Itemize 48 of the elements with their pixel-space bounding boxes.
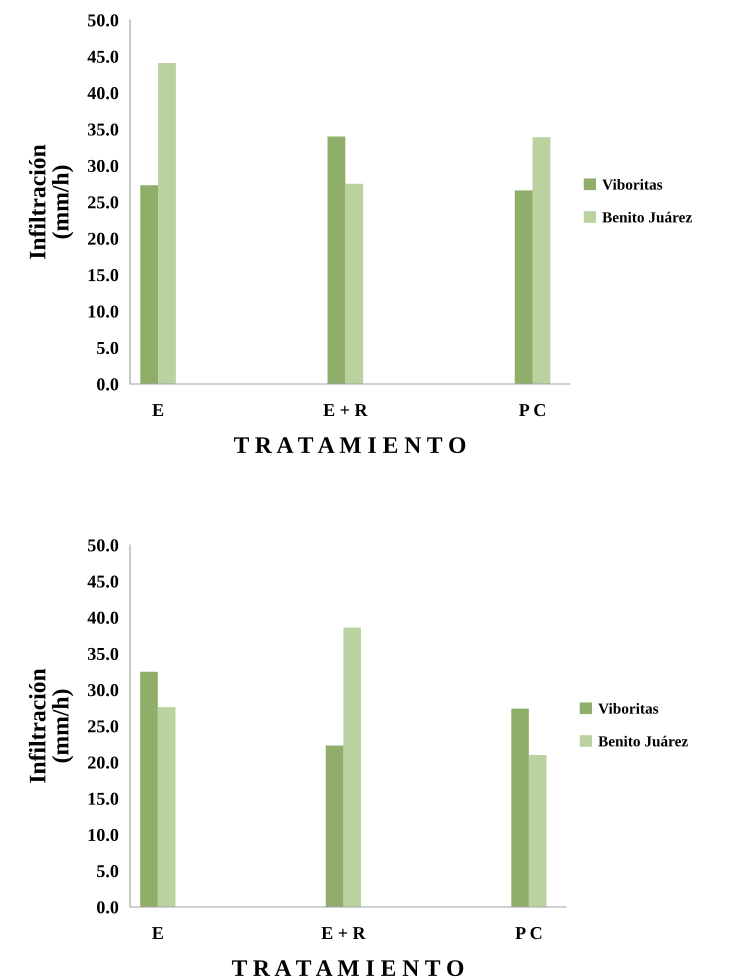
bar	[514, 190, 533, 384]
y-tick-label: 40.0	[88, 612, 118, 624]
bar	[158, 62, 176, 384]
y-tick-label: 35.0	[88, 123, 118, 136]
bar	[326, 746, 344, 907]
y-tick-label: 0.0	[97, 378, 118, 391]
x-tick-label: E + R	[321, 927, 366, 939]
bar	[328, 136, 346, 384]
y-tick-label: 25.0	[88, 720, 118, 733]
bar	[511, 708, 529, 907]
bar	[140, 672, 158, 907]
y-tick-label: 0.0	[97, 901, 118, 914]
legend-label: Benito Juárez	[598, 736, 688, 747]
y-tick-label: 30.0	[88, 684, 118, 696]
legend-label: Viboritas	[598, 702, 658, 714]
legend-label: Benito Juárez	[602, 212, 692, 223]
y-tick-label: 35.0	[88, 648, 118, 660]
y-axis-title: Infiltración (mm/h)	[28, 668, 74, 783]
bar	[140, 185, 158, 384]
y-tick-label: 5.0	[97, 865, 118, 878]
y-tick-label: 15.0	[88, 792, 118, 805]
y-tick-label: 15.0	[88, 269, 118, 282]
bar	[528, 754, 547, 907]
bar	[532, 137, 550, 384]
x-tick-label: E + R	[323, 404, 368, 416]
x-axis-title: T R A T A M I E N T O	[232, 960, 464, 976]
x-tick-label: P C	[519, 404, 545, 416]
y-tick-label: 10.0	[88, 828, 118, 842]
x-axis-title: T R A T A M I E N T O	[234, 437, 466, 454]
bar	[345, 184, 364, 384]
bar	[158, 707, 176, 907]
y-tick-label: 20.0	[88, 232, 118, 245]
y-tick-label: 5.0	[97, 342, 118, 354]
y-tick-label: 40.0	[88, 87, 118, 100]
y-tick-label: 45.0	[88, 50, 118, 63]
legend-label: Viboritas	[602, 178, 662, 190]
y-tick-label: 20.0	[88, 756, 118, 769]
y-tick-label: 45.0	[88, 575, 118, 588]
y-tick-label: 50.0	[88, 539, 118, 552]
y-tick-label: 25.0	[88, 196, 118, 209]
x-tick-label: E	[152, 404, 164, 416]
y-tick-label: 50.0	[88, 14, 118, 27]
y-tick-label: 30.0	[88, 160, 118, 172]
x-tick-label: P C	[515, 927, 542, 940]
bar	[343, 628, 361, 907]
y-axis-title: Infiltración (mm/h)	[28, 144, 74, 259]
y-tick-label: 10.0	[88, 305, 118, 318]
x-tick-label: E	[152, 927, 163, 939]
